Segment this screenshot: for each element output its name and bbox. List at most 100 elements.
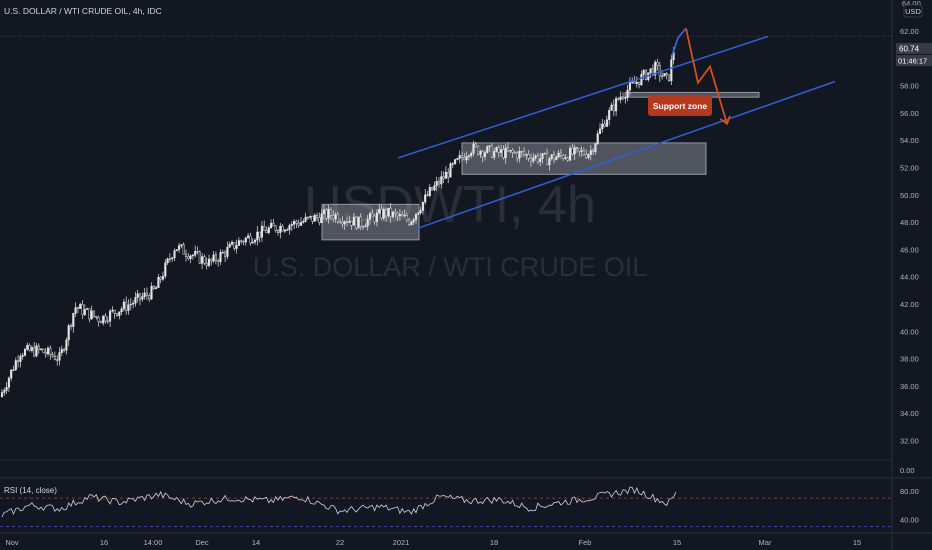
candle-body <box>111 309 114 312</box>
candle-body <box>635 81 638 84</box>
candle-body <box>520 151 523 153</box>
candle-body <box>175 249 178 252</box>
candle-body <box>518 151 521 159</box>
candle-body <box>201 256 204 264</box>
candle-body <box>299 222 303 226</box>
candle-body <box>115 313 119 316</box>
candle-body <box>290 224 293 226</box>
candle-body <box>249 235 252 244</box>
candle-body <box>661 75 664 77</box>
support-zone-badge[interactable] <box>648 95 712 116</box>
watermark-ticker: USDWTI, 4h <box>304 176 596 234</box>
candle-body <box>516 152 519 159</box>
candle-body <box>95 315 98 318</box>
trend-drawings <box>397 27 836 230</box>
candle-body <box>260 225 263 238</box>
candle-body <box>270 222 273 229</box>
candle-body <box>548 158 551 166</box>
y-tick-label: 48.00 <box>900 218 919 227</box>
candle-body <box>279 225 282 233</box>
candle-body <box>293 221 296 225</box>
candle-body <box>398 214 401 217</box>
candle-body <box>355 216 358 229</box>
candle-body <box>79 304 82 309</box>
y-tick-label: 34.00 <box>900 409 919 418</box>
candle-body <box>60 349 63 353</box>
candle-body <box>585 154 588 158</box>
candle-body <box>14 360 17 371</box>
candle-body <box>150 285 153 300</box>
candle-body <box>120 308 123 313</box>
candle-body <box>258 231 261 238</box>
candle-body <box>559 152 562 156</box>
candle-body <box>10 369 13 379</box>
candle-body <box>426 194 429 196</box>
candle-body <box>244 237 247 243</box>
channel-lower-line[interactable] <box>415 80 836 230</box>
rsi-indicator-label[interactable]: RSI (14, close) <box>4 486 57 495</box>
x-tick-label: 15 <box>673 538 681 547</box>
candle-body <box>40 348 43 351</box>
x-tick-label: 2021 <box>393 538 410 547</box>
candle-body <box>578 148 581 152</box>
candle-body <box>35 345 38 357</box>
candle-body <box>419 210 422 214</box>
candle-body <box>65 339 68 351</box>
candle-body <box>104 315 107 322</box>
candle-body <box>92 310 96 317</box>
candle-body <box>486 146 489 153</box>
y-tick-label: 44.00 <box>900 273 919 282</box>
candle-body <box>313 215 316 222</box>
candle-body <box>603 123 606 127</box>
candle-body <box>493 151 496 158</box>
candle-body <box>470 153 473 156</box>
candle-body <box>30 347 33 351</box>
candle-body <box>143 292 146 297</box>
projection-down-arrow[interactable] <box>685 28 728 125</box>
candle-body <box>428 187 431 196</box>
candle-body <box>118 311 121 316</box>
candle-body <box>624 97 627 99</box>
candle-body <box>617 98 620 100</box>
candle-body <box>56 359 59 361</box>
candle-body <box>161 275 165 280</box>
candle-body <box>63 349 66 351</box>
y-tick-label: 38.00 <box>900 355 919 364</box>
candle-body <box>242 240 245 243</box>
candle-body <box>178 245 181 250</box>
channel-upper-line[interactable] <box>397 35 769 159</box>
candle-body <box>102 315 105 324</box>
candle-body <box>155 287 158 290</box>
x-tick-label: 22 <box>336 538 344 547</box>
projection-up-arrow[interactable] <box>671 27 687 56</box>
candle-body <box>97 317 100 322</box>
rsi-pane: 80.00 40.00 <box>0 486 919 528</box>
candle-body <box>191 254 194 257</box>
candle-body <box>122 301 125 310</box>
candle-body <box>99 321 102 324</box>
last-price-badge <box>896 43 932 54</box>
candle-body <box>265 230 268 233</box>
candle-body <box>373 215 376 222</box>
consolidation-zone-box[interactable] <box>321 203 420 241</box>
candle-body <box>371 213 374 217</box>
candle-body <box>495 147 498 152</box>
y-tick-label: 54.00 <box>900 136 919 145</box>
candle-body <box>334 214 337 220</box>
candle-body <box>543 153 546 155</box>
candle-body <box>19 356 22 362</box>
candle-body <box>502 149 505 159</box>
candle-body <box>357 216 360 229</box>
candle-body <box>536 155 539 163</box>
arrow-head <box>719 115 731 126</box>
currency-button[interactable] <box>903 4 923 18</box>
candle-body <box>389 207 392 217</box>
x-tick-label: Feb <box>579 538 592 547</box>
candle-body <box>23 349 27 356</box>
candle-body <box>566 157 569 161</box>
y-tick-label: 50.00 <box>900 191 919 200</box>
candle-body <box>274 225 277 232</box>
y-tick-label: 46.00 <box>900 245 919 254</box>
